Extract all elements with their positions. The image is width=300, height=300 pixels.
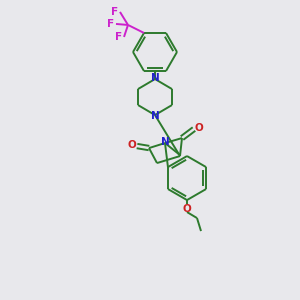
Text: N: N [151,111,159,121]
Text: N: N [160,137,169,147]
Text: N: N [151,73,159,83]
Text: F: F [116,32,123,42]
Text: O: O [195,123,203,133]
Text: F: F [111,7,118,17]
Text: F: F [107,19,115,29]
Text: O: O [183,204,191,214]
Text: O: O [128,140,136,150]
